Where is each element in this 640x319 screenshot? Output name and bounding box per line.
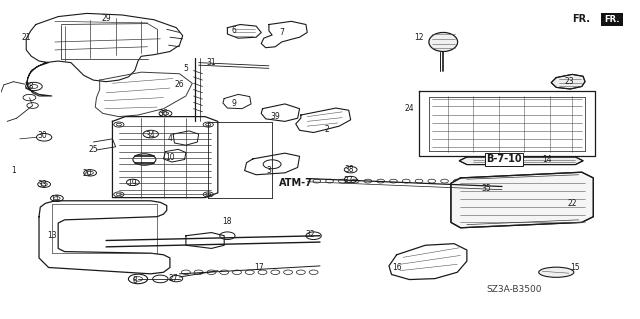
Text: FR.: FR. (572, 14, 590, 24)
Text: 15: 15 (571, 263, 580, 272)
Text: 7: 7 (279, 28, 284, 37)
Text: 20: 20 (82, 169, 92, 178)
FancyBboxPatch shape (601, 13, 623, 26)
Text: 16: 16 (392, 263, 401, 272)
Text: 36: 36 (159, 109, 168, 118)
Text: 14: 14 (542, 155, 552, 164)
Polygon shape (551, 74, 585, 89)
Text: 37: 37 (344, 176, 354, 185)
Text: 24: 24 (404, 104, 414, 113)
Text: B-7-10: B-7-10 (486, 154, 522, 165)
Text: 33: 33 (37, 181, 47, 189)
Text: 5: 5 (184, 64, 188, 73)
Text: 32: 32 (306, 230, 316, 239)
Text: 12: 12 (414, 33, 424, 42)
Text: 29: 29 (101, 14, 111, 23)
Text: 28: 28 (25, 82, 34, 91)
Text: SZ3A-B3500: SZ3A-B3500 (486, 285, 541, 294)
Text: 8: 8 (132, 276, 137, 285)
Text: 10: 10 (165, 153, 175, 162)
Text: 30: 30 (37, 131, 47, 140)
Ellipse shape (539, 267, 574, 277)
Text: 26: 26 (175, 80, 184, 89)
Text: 4: 4 (168, 134, 172, 143)
Text: 9: 9 (231, 100, 236, 108)
Text: 1: 1 (11, 166, 16, 175)
Polygon shape (451, 172, 593, 228)
Text: 3: 3 (266, 166, 271, 175)
Text: FR.: FR. (605, 15, 620, 24)
Text: 31: 31 (207, 58, 216, 67)
Text: 34: 34 (146, 131, 156, 140)
Ellipse shape (429, 33, 458, 51)
Text: 39: 39 (271, 112, 280, 121)
Text: 19: 19 (127, 179, 136, 188)
Text: 18: 18 (223, 217, 232, 226)
Text: 13: 13 (47, 231, 56, 240)
Text: 27: 27 (168, 274, 178, 283)
Text: 17: 17 (255, 263, 264, 272)
Text: 23: 23 (564, 77, 574, 86)
Polygon shape (460, 157, 583, 165)
Text: ATM-7: ATM-7 (278, 178, 312, 188)
Text: 11: 11 (50, 195, 60, 204)
Text: 2: 2 (324, 125, 329, 134)
Text: 38: 38 (344, 165, 353, 174)
Text: 22: 22 (568, 199, 577, 208)
Text: 25: 25 (88, 145, 98, 154)
Text: 6: 6 (231, 26, 236, 35)
Text: 21: 21 (22, 33, 31, 42)
Text: 35: 35 (481, 184, 491, 193)
